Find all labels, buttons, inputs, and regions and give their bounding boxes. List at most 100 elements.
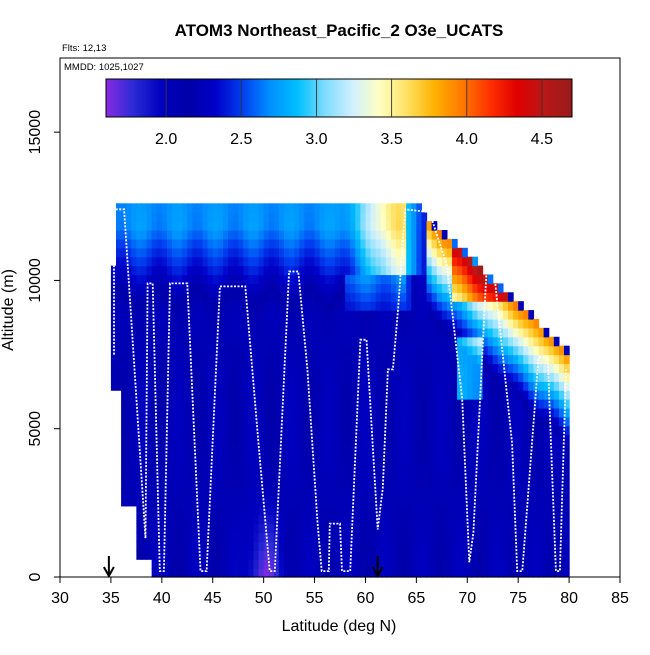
heatmap-cell bbox=[334, 550, 341, 560]
heatmap-cell bbox=[192, 416, 199, 427]
heatmap-cell bbox=[533, 336, 540, 347]
heatmap-cell bbox=[375, 345, 382, 356]
heatmap-cell bbox=[497, 443, 504, 454]
heatmap-cell bbox=[212, 407, 219, 418]
heatmap-cell bbox=[375, 372, 382, 382]
heatmap-cell bbox=[324, 514, 331, 525]
heatmap-cell bbox=[263, 221, 270, 231]
heatmap-cell bbox=[457, 318, 463, 329]
heatmap-cell bbox=[452, 265, 458, 276]
heatmap-cell bbox=[564, 434, 570, 445]
heatmap-cell bbox=[492, 301, 499, 311]
heatmap-cell bbox=[304, 372, 311, 382]
heatmap-cell bbox=[396, 443, 402, 454]
heatmap-cell bbox=[243, 470, 249, 480]
heatmap-cell bbox=[172, 212, 178, 222]
heatmap-cell bbox=[355, 354, 361, 365]
heatmap-cell bbox=[314, 407, 321, 418]
heatmap-cell bbox=[411, 568, 417, 578]
heatmap-cell bbox=[543, 407, 550, 418]
heatmap-cell bbox=[360, 416, 367, 427]
heatmap-cell bbox=[187, 265, 193, 276]
heatmap-cell bbox=[401, 559, 407, 569]
heatmap-cell bbox=[278, 292, 285, 302]
heatmap-cell bbox=[340, 230, 346, 240]
heatmap-cell bbox=[263, 372, 270, 382]
heatmap-cell bbox=[543, 452, 550, 462]
heatmap-cell bbox=[421, 505, 428, 516]
heatmap-cell bbox=[207, 221, 214, 231]
heatmap-cell bbox=[497, 488, 504, 498]
heatmap-cell bbox=[299, 532, 305, 543]
heatmap-cell bbox=[472, 479, 479, 489]
heatmap-cell bbox=[141, 416, 148, 427]
heatmap-cell bbox=[406, 407, 412, 418]
heatmap-cell bbox=[497, 532, 504, 543]
heatmap-cell bbox=[278, 399, 285, 409]
heatmap-cell bbox=[508, 301, 514, 311]
heatmap-cell bbox=[161, 399, 168, 409]
heatmap-cell bbox=[299, 345, 305, 356]
heatmap-cell bbox=[370, 238, 377, 249]
heatmap-cell bbox=[334, 336, 341, 347]
heatmap-cell bbox=[482, 568, 489, 578]
heatmap-cell bbox=[518, 381, 524, 391]
heatmap-cell bbox=[436, 434, 443, 445]
heatmap-cell bbox=[248, 461, 255, 471]
heatmap-cell bbox=[365, 488, 372, 498]
heatmap-cell bbox=[365, 550, 372, 560]
heatmap-cell bbox=[502, 505, 509, 516]
heatmap-cell bbox=[472, 461, 479, 471]
heatmap-cell bbox=[141, 354, 148, 365]
heatmap-cell bbox=[426, 541, 433, 551]
heatmap-cell bbox=[548, 505, 555, 516]
heatmap-cell bbox=[340, 496, 346, 507]
heatmap-cell bbox=[146, 310, 153, 320]
heatmap-cell bbox=[156, 488, 163, 498]
heatmap-cell bbox=[523, 532, 529, 543]
heatmap-cell bbox=[390, 532, 397, 543]
heatmap-cell bbox=[355, 230, 361, 240]
heatmap-cell bbox=[350, 470, 356, 480]
heatmap-cell bbox=[462, 265, 468, 276]
heatmap-cell bbox=[146, 301, 153, 311]
heatmap-cell bbox=[334, 514, 341, 525]
heatmap-cell bbox=[253, 550, 260, 560]
heatmap-cell bbox=[233, 532, 239, 543]
heatmap-cell bbox=[187, 318, 193, 329]
heatmap-cell bbox=[436, 452, 443, 462]
heatmap-cell bbox=[401, 452, 407, 462]
heatmap-cell bbox=[222, 470, 229, 480]
heatmap-cell bbox=[324, 470, 331, 480]
heatmap-cell bbox=[553, 345, 560, 356]
heatmap-cell bbox=[166, 292, 173, 302]
heatmap-cell bbox=[502, 363, 509, 373]
heatmap-cell bbox=[513, 327, 519, 338]
heatmap-cell bbox=[477, 310, 484, 320]
heatmap-cell bbox=[553, 336, 560, 347]
heatmap-cell bbox=[553, 488, 560, 498]
heatmap-cell bbox=[334, 212, 341, 222]
heatmap-cell bbox=[452, 310, 458, 320]
heatmap-cell bbox=[192, 523, 199, 534]
heatmap-cell bbox=[365, 452, 372, 462]
heatmap-cell bbox=[528, 550, 535, 560]
heatmap-cell bbox=[441, 461, 448, 471]
heatmap-cell bbox=[390, 452, 397, 462]
heatmap-cell bbox=[452, 496, 458, 507]
heatmap-cell bbox=[558, 541, 565, 551]
heatmap-cell bbox=[385, 568, 392, 578]
heatmap-cell bbox=[207, 461, 214, 471]
heatmap-cell bbox=[116, 274, 122, 284]
heatmap-cell bbox=[289, 310, 295, 320]
heatmap-cell bbox=[192, 221, 199, 231]
heatmap-cell bbox=[304, 407, 311, 418]
heatmap-cell bbox=[396, 541, 402, 551]
heatmap-cell bbox=[329, 550, 336, 560]
heatmap-cell bbox=[243, 247, 249, 258]
heatmap-cell bbox=[182, 541, 188, 551]
heatmap-cell bbox=[385, 363, 392, 373]
heatmap-cell bbox=[258, 425, 265, 436]
heatmap-cell bbox=[441, 399, 448, 409]
heatmap-cell bbox=[314, 283, 321, 293]
